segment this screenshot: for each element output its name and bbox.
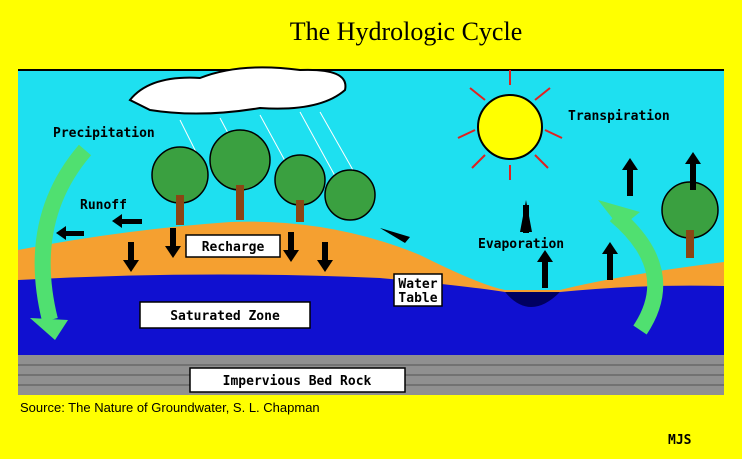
label-saturated-zone: Saturated Zone [170,309,280,324]
label-water-table: Table [398,291,437,306]
label-transpiration: Transpiration [568,109,670,124]
title: The Hydrologic Cycle [290,17,523,46]
label-runoff: Runoff [80,198,127,213]
credit: MJS [668,433,692,448]
label-bed-rock: Impervious Bed Rock [223,374,372,389]
label-precipitation: Precipitation [53,126,155,141]
diagram: The Hydrologic Cycle [0,0,742,459]
label-recharge: Recharge [202,240,265,255]
source: Source: The Nature of Groundwater, S. L.… [20,400,320,415]
label-water-table: Water [398,277,437,292]
label-evaporation: Evaporation [478,237,564,252]
